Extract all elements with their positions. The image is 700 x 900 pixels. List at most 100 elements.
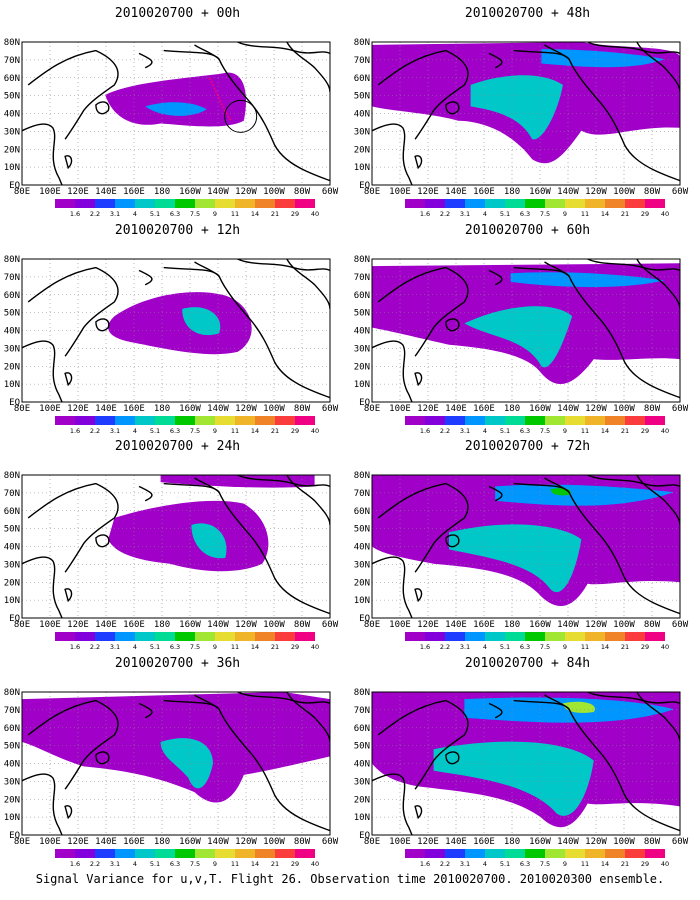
colorbar-swatch [445, 416, 465, 425]
lon-label: 100W [613, 837, 635, 847]
panel-title: 2010020700 + 48h [464, 6, 591, 21]
lat-label: 60N [4, 74, 20, 84]
lon-label: 100E [39, 837, 61, 847]
lon-label: 140E [95, 404, 117, 414]
colorbar-swatch [255, 416, 275, 425]
lon-label: 140E [445, 404, 467, 414]
colorbar-swatch [505, 199, 525, 208]
colorbar-label: 3.1 [110, 210, 120, 218]
colorbar-label: 29 [291, 860, 299, 868]
lat-label: 30N [4, 560, 20, 570]
colorbar-label: 29 [291, 427, 299, 435]
map-frame [21, 258, 331, 403]
coastline [286, 475, 330, 526]
panel-title: 2010020700 + 60h [464, 223, 591, 238]
colorbar-swatch [585, 849, 605, 858]
colorbar-swatch [465, 849, 485, 858]
lat-label: 80N [354, 688, 370, 698]
lon-label: 80E [14, 837, 30, 847]
colorbar-swatch [485, 849, 505, 858]
colorbar-label: 1.6 [70, 860, 80, 868]
lon-label: 140W [557, 837, 579, 847]
colorbar-swatch [605, 416, 625, 425]
lon-label: 80W [294, 837, 311, 847]
lat-label: 80N [354, 38, 370, 48]
colorbar-label: 7.5 [540, 643, 550, 651]
colorbar-label: 14 [601, 210, 609, 218]
coastline [64, 588, 73, 603]
colorbar-label: 6.3 [520, 427, 530, 435]
colorbar-label: 21 [621, 427, 629, 435]
lat-label: 20N [4, 578, 20, 588]
lon-label: 80E [14, 620, 30, 630]
colorbar-swatch [505, 416, 525, 425]
variance-contour [108, 500, 269, 572]
colorbar-label: 6.3 [520, 643, 530, 651]
lat-label: 60N [4, 507, 20, 517]
lon-label: 120W [235, 404, 257, 414]
lon-label: 100W [613, 620, 635, 630]
coastline [138, 269, 153, 286]
colorbar-swatch [155, 632, 175, 641]
colorbar-label: 7.5 [540, 210, 550, 218]
colorbar-swatch [275, 416, 295, 425]
colorbar-label: 11 [581, 860, 589, 868]
coastline [95, 534, 110, 548]
lon-label: 180 [154, 187, 170, 197]
colorbar-swatch [625, 849, 645, 858]
lat-label: 30N [354, 344, 370, 354]
colorbar-swatch [75, 849, 95, 858]
colorbar-swatch [255, 199, 275, 208]
coastline [636, 475, 680, 526]
colorbar-swatch [465, 632, 485, 641]
colorbar-swatch [75, 199, 95, 208]
coastline [414, 155, 423, 170]
map-panel-12h: 2010020700 + 12h 80N 70N 60N 50N 40N 30N 20N 10… [4, 223, 350, 438]
lat-label: 70N [4, 706, 20, 716]
lon-label: 100W [613, 404, 635, 414]
lon-label: 160E [473, 187, 495, 197]
flight-track [208, 77, 233, 122]
lat-label: 50N [4, 309, 20, 319]
lon-label: 120W [235, 837, 257, 847]
colorbar-label: 11 [231, 427, 239, 435]
colorbar-swatch [275, 632, 295, 641]
colorbar-label: 9 [563, 860, 567, 868]
lon-label: 60W [672, 187, 689, 197]
coastlines [372, 475, 680, 618]
colorbar-swatch [425, 199, 445, 208]
variance-contour [160, 475, 315, 488]
lon-label: 60W [672, 404, 689, 414]
lat-label: EQ [359, 614, 370, 624]
coastline [27, 49, 119, 140]
colorbar-swatch [565, 632, 585, 641]
colorbar-label: 5.1 [150, 210, 160, 218]
colorbar-swatch [505, 849, 525, 858]
coastline [138, 52, 153, 69]
lon-label: 60W [322, 620, 339, 630]
colorbar-swatch [585, 632, 605, 641]
colorbar-swatch [55, 632, 75, 641]
lon-label: 120W [585, 837, 607, 847]
coastline [22, 773, 63, 835]
colorbar-label: 4 [133, 427, 137, 435]
lat-label: 50N [4, 525, 20, 535]
coastline [377, 699, 469, 790]
colorbar-label: 7.5 [540, 427, 550, 435]
coastline [636, 42, 680, 93]
colorbar-label: 6.3 [170, 210, 180, 218]
lon-label: 120E [67, 620, 89, 630]
colorbar-label: 14 [251, 427, 259, 435]
colorbar-swatch [235, 849, 255, 858]
colorbar-label: 9 [563, 427, 567, 435]
lon-label: 180 [504, 620, 520, 630]
lon-label: 80E [14, 187, 30, 197]
colorbar-label: 21 [271, 860, 279, 868]
lat-label: 30N [4, 344, 20, 354]
lat-label: EQ [9, 181, 20, 191]
map-panel-60h: 2010020700 + 60h 80N 70N 60N 50N 40N 30N 20N 10… [354, 223, 700, 438]
lat-label: 60N [4, 291, 20, 301]
colorbar-label: 1.6 [70, 427, 80, 435]
lat-label: 10N [354, 596, 370, 606]
